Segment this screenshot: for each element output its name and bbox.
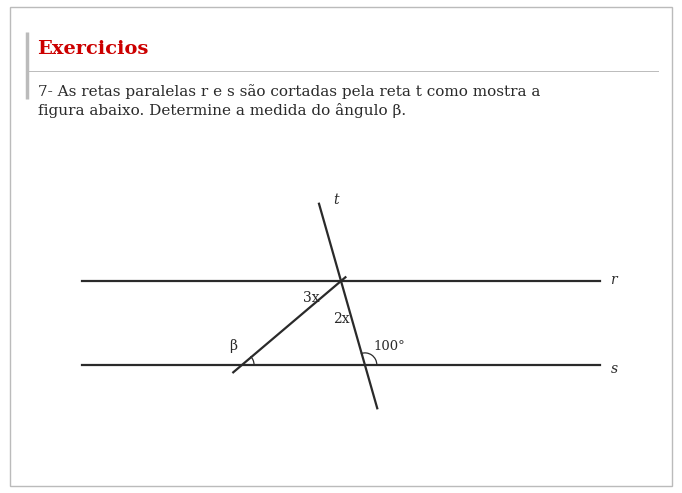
Text: 3x: 3x — [303, 291, 319, 305]
Text: β: β — [229, 340, 237, 353]
Text: t: t — [333, 193, 339, 207]
Text: 100°: 100° — [374, 341, 406, 353]
Text: s: s — [610, 362, 617, 376]
Text: 2x: 2x — [333, 312, 349, 325]
Text: 7- As retas paralelas r e s são cortadas pela reta t como mostra a: 7- As retas paralelas r e s são cortadas… — [38, 84, 540, 99]
Text: Exercicios: Exercicios — [38, 40, 149, 58]
Text: r: r — [610, 273, 617, 287]
Text: figura abaixo. Determine a medida do ângulo β.: figura abaixo. Determine a medida do âng… — [38, 104, 406, 118]
